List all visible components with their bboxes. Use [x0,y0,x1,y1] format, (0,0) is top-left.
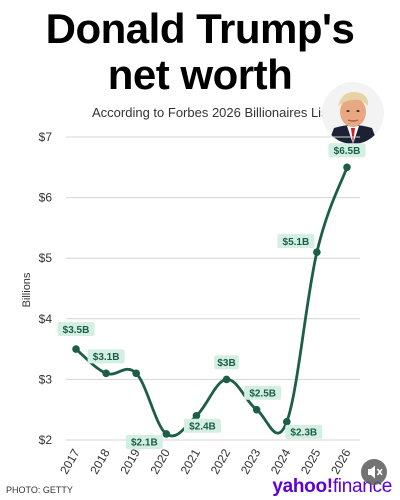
data-label-text: $2.1B [131,438,158,449]
trump-portrait-photo [322,82,384,144]
y-tick-label: $5 [39,251,53,265]
data-label: $3B [214,355,239,370]
x-tick-label: 2022 [208,446,234,476]
data-label: $2.5B [244,385,282,400]
data-label-text: $6.5B [334,146,361,157]
data-label-text: $2.5B [249,389,276,400]
data-point [72,345,80,353]
data-label: $3.1B [87,349,125,364]
data-label-text: $2.3B [290,428,317,439]
page-title: Donald Trump's net worth [0,6,400,98]
data-point [343,163,351,172]
y-tick-label: $7 [39,130,53,144]
data-label-bg [328,143,366,158]
x-tick-label: 2017 [57,446,83,476]
data-label: $2.1B [125,434,163,449]
data-point [102,369,110,378]
mute-icon[interactable] [360,458,388,486]
y-tick-label: $3 [39,372,53,386]
x-tick-label: 2020 [147,446,173,476]
data-label: $5.1B [277,234,315,249]
data-label-text: $3.5B [63,325,90,336]
data-label-bg [57,322,95,337]
data-label-bg [87,349,125,364]
data-label: $2.4B [183,418,221,433]
x-tick-label: 2019 [117,446,143,476]
x-tick-label: 2023 [238,446,264,476]
data-label-bg [214,355,239,370]
data-label-bg [244,385,282,400]
net-worth-line [74,165,349,438]
data-label-bg [183,418,221,433]
data-point [252,405,261,414]
data-label-bg [285,424,323,439]
data-label-bg [125,434,163,449]
photo-credit: PHOTO: GETTY [6,485,73,495]
data-point [132,369,141,378]
chart-subtitle: According to Forbes 2026 Billionaires Li… [92,105,332,120]
data-label: $6.5B [328,143,366,158]
data-point [282,418,291,426]
x-tick-label: 2021 [178,446,204,476]
data-label: $3.5B [57,322,95,337]
data-point [162,430,171,438]
data-label-text: $2.4B [189,422,216,433]
x-tick-label: 2024 [268,446,294,476]
data-label-text: $5.1B [283,237,310,248]
data-label-text: $3.1B [93,352,120,363]
data-point [192,411,201,420]
data-label: $2.3B [285,424,323,439]
y-tick-label: $6 [39,191,53,205]
y-tick-label: $2 [39,433,53,447]
brand-yahoo: yahoo! [272,476,333,497]
x-tick-label: 2026 [328,446,354,476]
title-line-1: Donald Trump's [45,5,355,52]
y-tick-label: $4 [39,312,53,326]
title-line-2: net worth [107,51,293,98]
data-label-bg [277,234,315,249]
x-tick-label: 2025 [298,446,324,476]
data-point [222,375,231,384]
data-point [313,248,321,256]
x-tick-label: 2018 [87,446,113,476]
y-axis-label: Billions [21,272,33,307]
data-label-text: $3B [217,358,235,369]
